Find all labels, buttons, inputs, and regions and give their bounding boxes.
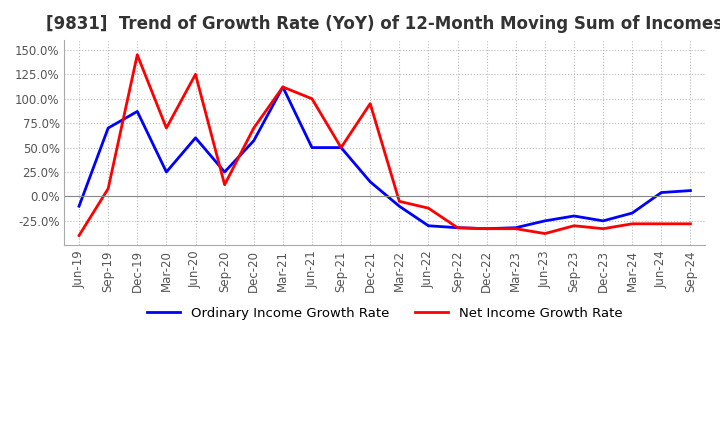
Ordinary Income Growth Rate bbox=[424, 223, 433, 228]
Ordinary Income Growth Rate bbox=[337, 145, 346, 150]
Net Income Growth Rate bbox=[75, 233, 84, 238]
Title: [9831]  Trend of Growth Rate (YoY) of 12-Month Moving Sum of Incomes: [9831] Trend of Growth Rate (YoY) of 12-… bbox=[46, 15, 720, 33]
Ordinary Income Growth Rate bbox=[192, 135, 200, 140]
Net Income Growth Rate bbox=[482, 226, 491, 231]
Net Income Growth Rate bbox=[453, 225, 462, 231]
Net Income Growth Rate bbox=[220, 182, 229, 187]
Ordinary Income Growth Rate bbox=[249, 138, 258, 143]
Ordinary Income Growth Rate bbox=[570, 213, 578, 219]
Ordinary Income Growth Rate bbox=[453, 225, 462, 231]
Ordinary Income Growth Rate bbox=[104, 125, 112, 131]
Line: Net Income Growth Rate: Net Income Growth Rate bbox=[79, 55, 690, 235]
Ordinary Income Growth Rate bbox=[220, 169, 229, 175]
Net Income Growth Rate bbox=[424, 205, 433, 211]
Ordinary Income Growth Rate bbox=[162, 169, 171, 175]
Net Income Growth Rate bbox=[657, 221, 666, 227]
Ordinary Income Growth Rate bbox=[511, 225, 520, 231]
Ordinary Income Growth Rate bbox=[366, 179, 374, 184]
Ordinary Income Growth Rate bbox=[133, 109, 142, 114]
Ordinary Income Growth Rate bbox=[279, 84, 287, 90]
Ordinary Income Growth Rate bbox=[599, 218, 608, 224]
Net Income Growth Rate bbox=[599, 226, 608, 231]
Net Income Growth Rate bbox=[279, 84, 287, 90]
Net Income Growth Rate bbox=[511, 226, 520, 231]
Net Income Growth Rate bbox=[337, 145, 346, 150]
Legend: Ordinary Income Growth Rate, Net Income Growth Rate: Ordinary Income Growth Rate, Net Income … bbox=[142, 301, 628, 325]
Net Income Growth Rate bbox=[541, 231, 549, 236]
Line: Ordinary Income Growth Rate: Ordinary Income Growth Rate bbox=[79, 87, 690, 229]
Net Income Growth Rate bbox=[162, 125, 171, 131]
Ordinary Income Growth Rate bbox=[686, 188, 695, 193]
Ordinary Income Growth Rate bbox=[75, 204, 84, 209]
Ordinary Income Growth Rate bbox=[307, 145, 316, 150]
Net Income Growth Rate bbox=[249, 125, 258, 131]
Net Income Growth Rate bbox=[133, 52, 142, 57]
Net Income Growth Rate bbox=[628, 221, 636, 227]
Net Income Growth Rate bbox=[686, 221, 695, 227]
Net Income Growth Rate bbox=[570, 223, 578, 228]
Net Income Growth Rate bbox=[395, 199, 404, 204]
Ordinary Income Growth Rate bbox=[628, 210, 636, 216]
Ordinary Income Growth Rate bbox=[541, 218, 549, 224]
Net Income Growth Rate bbox=[366, 101, 374, 106]
Ordinary Income Growth Rate bbox=[395, 204, 404, 209]
Net Income Growth Rate bbox=[104, 186, 112, 191]
Net Income Growth Rate bbox=[192, 72, 200, 77]
Net Income Growth Rate bbox=[307, 96, 316, 101]
Ordinary Income Growth Rate bbox=[482, 226, 491, 231]
Ordinary Income Growth Rate bbox=[657, 190, 666, 195]
